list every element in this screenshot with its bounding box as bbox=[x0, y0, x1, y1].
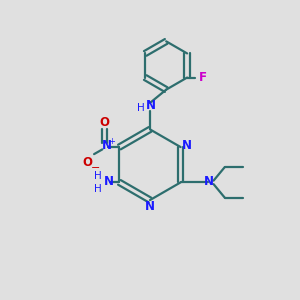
Text: +: + bbox=[108, 137, 115, 146]
Text: H: H bbox=[94, 171, 102, 181]
Text: N: N bbox=[146, 99, 156, 112]
Text: O: O bbox=[100, 116, 110, 129]
Text: N: N bbox=[204, 175, 214, 188]
Text: O: O bbox=[82, 157, 93, 169]
Text: H: H bbox=[137, 103, 145, 113]
Text: N: N bbox=[104, 175, 114, 188]
Text: N: N bbox=[145, 200, 155, 213]
Text: N: N bbox=[101, 140, 111, 152]
Text: F: F bbox=[198, 71, 206, 84]
Text: H: H bbox=[94, 184, 102, 194]
Text: N: N bbox=[182, 139, 192, 152]
Text: −: − bbox=[91, 163, 101, 173]
